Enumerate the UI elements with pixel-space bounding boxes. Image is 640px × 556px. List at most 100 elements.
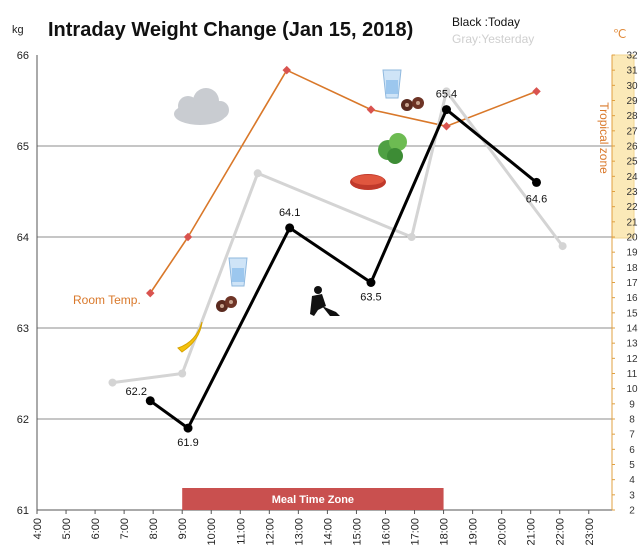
cloud-icon (174, 88, 229, 125)
today-point (183, 423, 193, 433)
room-temp-point (532, 87, 541, 96)
banana-icon (177, 321, 203, 353)
x-tick-label: 5:00 (61, 518, 73, 539)
lettuce-icon (378, 133, 407, 164)
y2-tick-label: 9 (629, 399, 635, 410)
y2-tick-label: 26 (626, 142, 638, 153)
x-tick-label: 8:00 (148, 518, 160, 539)
room-temp-point (183, 232, 193, 242)
y2-tick-label: 10 (626, 384, 638, 395)
meal-time-zone-bar (182, 488, 444, 510)
x-tick-label: 18:00 (439, 518, 451, 546)
y2-tick-label: 11 (627, 369, 638, 380)
x-tick-label: 22:00 (555, 518, 567, 546)
today-point (145, 396, 155, 406)
x-tick-label: 7:00 (119, 518, 131, 539)
y2-tick-label: 7 (629, 430, 635, 441)
y2-tick-label: 4 (629, 475, 635, 486)
y2-tick-label: 29 (626, 96, 638, 107)
y2-tick-label: 21 (626, 217, 638, 228)
tropical-zone-label: Tropical zone (597, 102, 611, 174)
steak-icon (350, 174, 386, 190)
today-point (531, 177, 541, 187)
y2-tick-label: 28 (626, 111, 638, 122)
y-tick-label: 63 (17, 323, 29, 335)
x-tick-label: 13:00 (293, 518, 305, 546)
axis-layer: 61 62 63 64 65 66 23 4 5 6 7 8 9 10 11 12 13 14 15 16 17 18 19… (17, 50, 638, 546)
y-tick-label: 64 (17, 232, 29, 244)
y2-tick-label: 22 (626, 202, 638, 213)
x-tick-label: 11:00 (235, 518, 247, 545)
y2-tick-label: 25 (626, 157, 638, 168)
today-data-label: 63.5 (360, 292, 381, 304)
today-point (441, 105, 451, 115)
y2-tick-label: 6 (629, 445, 635, 456)
x-tick-label: 12:00 (264, 518, 276, 546)
legend-today: Black :Today (452, 15, 520, 29)
yesterday-point (178, 369, 187, 378)
grid-layer (37, 145, 612, 420)
y2-tick-label: 24 (626, 172, 638, 183)
water-glass-icon (228, 257, 248, 287)
x-tick-label: 10:00 (206, 518, 218, 546)
worker-icon (310, 286, 340, 316)
x-tick-label: 21:00 (526, 518, 538, 546)
today-data-label: 65.4 (436, 89, 457, 101)
y-tick-label: 65 (17, 141, 29, 153)
y2-tick-label: 2 (629, 506, 635, 517)
today-line (149, 108, 538, 430)
room-temp-point (366, 105, 376, 114)
meal-time-zone-label: Meal Time Zone (272, 494, 354, 506)
x-tick-label: 20:00 (497, 518, 509, 546)
x-tick-label: 15:00 (351, 518, 363, 546)
x-tick-label: 17:00 (410, 518, 422, 546)
y2-tick-label: 18 (626, 263, 638, 274)
today-point (366, 278, 376, 287)
water-glass-icon (382, 69, 402, 99)
y-tick-label: 66 (17, 50, 29, 62)
today-data-label: 62.2 (126, 386, 147, 398)
room-temp-point (146, 288, 155, 298)
y2-tick-label: 20 (626, 233, 638, 244)
y2-tick-label: 13 (626, 339, 638, 350)
y-axis-unit: kg (12, 24, 24, 36)
legend-yesterday: Gray:Yesterday (452, 32, 534, 46)
x-tick-label: 14:00 (322, 518, 334, 546)
series-layer: 62.2 61.9 64.1 63.5 65.4 64.6 (108, 65, 567, 449)
today-data-label: 64.1 (279, 207, 300, 219)
y2-tick-label: 30 (626, 81, 638, 92)
room-temp-label: Room Temp. (73, 293, 141, 307)
chart-title: Intraday Weight Change (Jan 15, 2018) (48, 19, 413, 41)
x-tick-label: 6:00 (90, 518, 102, 539)
yesterday-point (558, 242, 567, 251)
y2-tick-label: 31 (626, 66, 638, 77)
y2-tick-label: 16 (626, 293, 638, 304)
y2-tick-label: 12 (626, 354, 638, 365)
today-data-label: 64.6 (526, 193, 547, 205)
x-tick-label: 16:00 (380, 518, 392, 546)
room-temp-point (282, 65, 291, 75)
y2-tick-label: 32 (626, 51, 638, 62)
y2-tick-label: 14 (626, 324, 638, 335)
yesterday-point (253, 169, 262, 178)
room-temp-point (442, 122, 451, 131)
y2-tick-label: 17 (626, 278, 638, 289)
yesterday-line (112, 89, 564, 385)
x-tick-label: 23:00 (584, 518, 596, 546)
x-tick-label: 4:00 (32, 518, 44, 539)
y2-tick-label: 23 (626, 187, 638, 198)
x-tick-label: 9:00 (177, 518, 189, 539)
today-point (285, 223, 295, 233)
y2-tick-label: 15 (626, 308, 638, 319)
y2-tick-label: 8 (629, 415, 635, 426)
y2-tick-label: 5 (629, 460, 635, 471)
x-tick-label: 19:00 (468, 518, 480, 546)
yesterday-point (442, 87, 451, 96)
y-tick-label: 62 (17, 414, 29, 426)
today-data-label: 61.9 (177, 437, 198, 449)
y2-tick-label: 27 (626, 126, 638, 137)
y2-tick-label: 19 (626, 248, 638, 259)
y-tick-label: 61 (17, 505, 29, 517)
